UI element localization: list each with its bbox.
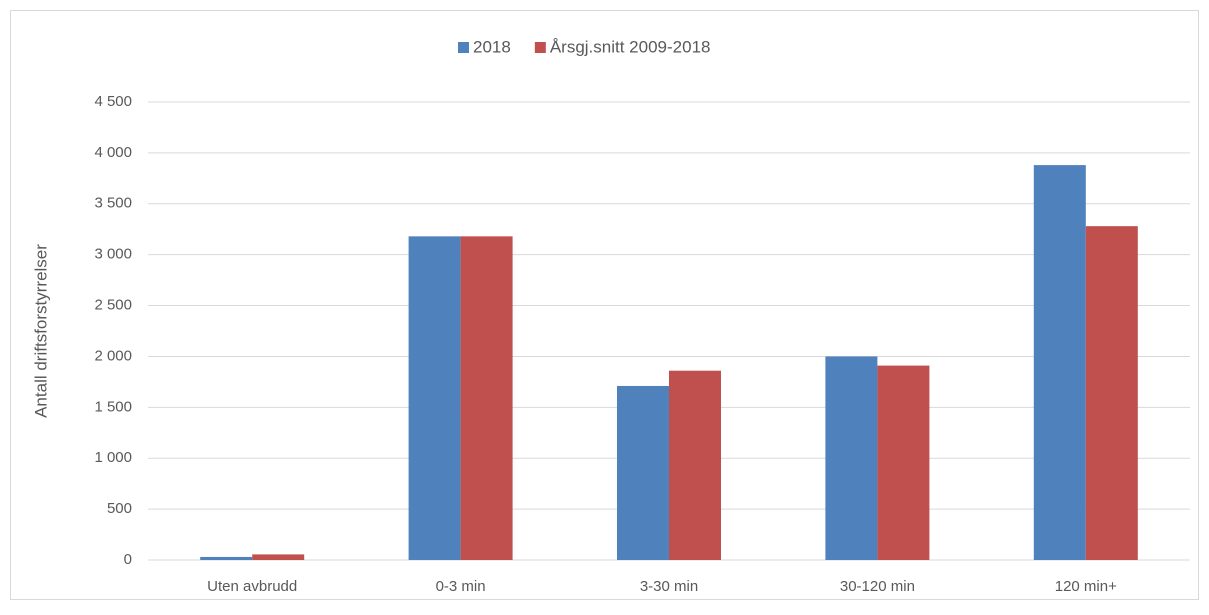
x-tick-label: 3-30 min [640,578,698,595]
y-tick-label: 0 [124,551,132,568]
y-axis-label: Antall driftsforstyrrelser [31,244,50,418]
bar [1085,226,1138,560]
legend-swatch [458,42,469,53]
x-tick-label: 0-3 min [436,578,486,595]
y-tick-label: 4 000 [94,144,132,161]
bar [669,370,721,560]
bar [825,356,878,560]
y-tick-label: 1 500 [94,398,132,415]
bar [408,236,461,560]
legend-swatch [534,42,546,53]
legend-label: 2018 [473,37,511,56]
x-tick-label: 30-120 min [840,578,915,595]
x-tick-label: Uten avbrudd [207,578,297,595]
y-tick-label: 500 [107,500,132,517]
bar [617,385,669,560]
y-tick-label: 3 000 [94,246,132,263]
y-tick-label: 4 500 [94,93,132,110]
y-tick-label: 1 000 [94,449,132,466]
y-tick-label: 3 500 [94,195,132,212]
y-tick-label: 2 500 [94,297,132,314]
bar [877,365,930,560]
bar [200,556,253,560]
bar [1033,165,1086,560]
x-tick-label: 120 min+ [1055,578,1117,595]
chart-frame [10,10,1199,600]
legend-label: Årsgj.snitt 2009-2018 [550,37,711,56]
bar [460,236,513,560]
bar [252,554,305,560]
y-tick-label: 2 000 [94,347,132,364]
